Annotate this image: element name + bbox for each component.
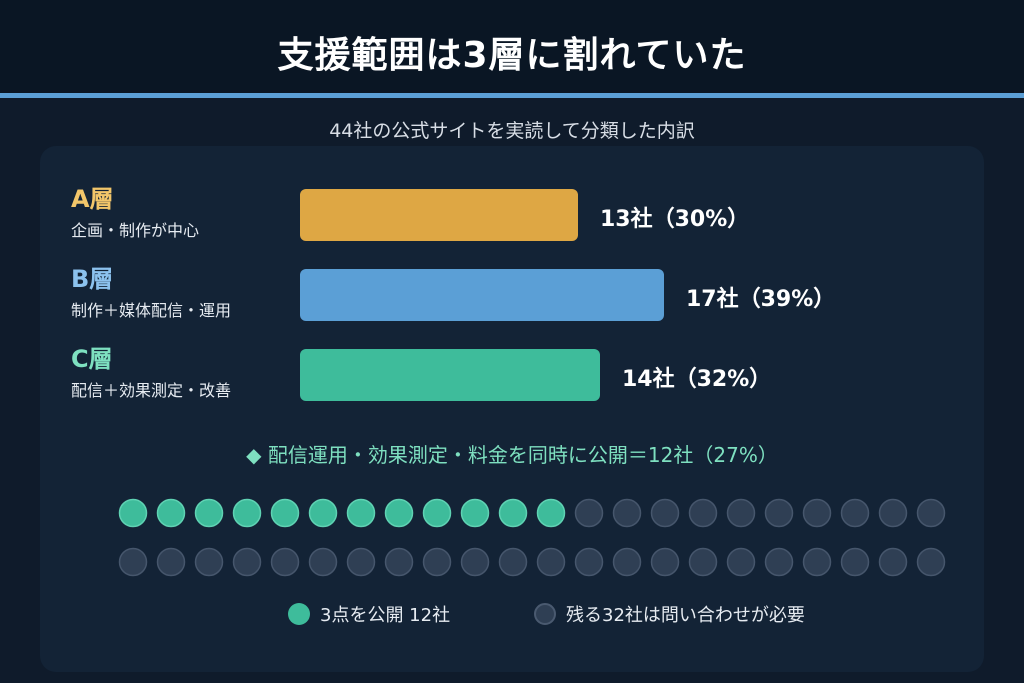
dot-empty [536,547,566,577]
highlight-text: 配信運用・効果測定・料金を同時に公開＝12社（27%） [267,443,778,467]
dot-empty [346,547,376,577]
dot-filled [232,498,262,528]
dot-empty [802,498,832,528]
dot-empty [308,547,338,577]
header-band [0,0,1024,96]
dot-empty [802,547,832,577]
bar-tier-a [300,189,578,241]
tier-b-label: B層 制作＋媒体配信・運用 [71,265,231,321]
diamond-icon: ◆ [246,443,262,467]
dot-empty [498,547,528,577]
dot-empty [726,498,756,528]
legend-filled-dot [288,603,310,625]
legend-empty-dot [534,603,556,625]
bar-value-tier-c: 14社（32%） [622,367,772,392]
tier-b-description: 制作＋媒体配信・運用 [71,301,232,320]
dot-filled [118,498,148,528]
dot-empty [688,498,718,528]
dot-empty [270,547,300,577]
dot-empty [840,498,870,528]
dot-filled [460,498,490,528]
dot-empty [574,498,604,528]
dot-empty [612,498,642,528]
page-title: 支援範囲は3層に割れていた [277,35,747,76]
dot-empty [916,498,946,528]
dot-empty [384,547,414,577]
tier-c-label: C層 配信＋効果測定・改善 [71,345,231,401]
tier-a-description: 企画・制作が中心 [71,221,200,240]
legend-filled: 3点を公開 12社 [288,601,450,627]
dot-filled [346,498,376,528]
dot-filled [156,498,186,528]
legend-empty: 残る32社は問い合わせが必要 [534,601,805,627]
dot-empty [422,547,452,577]
tier-b-name: B層 [71,265,114,293]
dot-empty [878,498,908,528]
dot-empty [650,498,680,528]
dot-filled [384,498,414,528]
dot-filled [194,498,224,528]
dot-empty [764,498,794,528]
dot-filled [308,498,338,528]
dot-empty [194,547,224,577]
dot-empty [650,547,680,577]
bar-value-tier-b: 17社（39%） [686,287,836,312]
dot-filled [270,498,300,528]
dot-empty [232,547,262,577]
legend-filled-label: 3点を公開 12社 [320,605,451,626]
dot-empty [688,547,718,577]
dot-filled [498,498,528,528]
page-subtitle: 44社の公式サイトを実読して分類した内訳 [329,120,695,142]
dot-empty [878,547,908,577]
bar-tier-b [300,269,664,321]
tier-c-description: 配信＋効果測定・改善 [71,381,232,400]
highlight-callout: ◆ 配信運用・効果測定・料金を同時に公開＝12社（27%） [0,439,1024,468]
dot-empty [726,547,756,577]
dot-empty [460,547,490,577]
dot-empty [764,547,794,577]
dot-empty [840,547,870,577]
bar-tier-c [300,349,600,401]
dot-filled [536,498,566,528]
header-divider [0,93,1024,98]
dot-empty [574,547,604,577]
dot-empty [156,547,186,577]
tier-c-name: C層 [71,345,113,373]
tier-a-label: A層 企画・制作が中心 [71,185,199,241]
dot-empty [612,547,642,577]
dot-empty [118,547,148,577]
legend-empty-label: 残る32社は問い合わせが必要 [566,605,805,626]
dot-empty [916,547,946,577]
tier-a-name: A層 [71,185,114,213]
dot-filled [422,498,452,528]
bar-value-tier-a: 13社（30%） [600,207,750,232]
